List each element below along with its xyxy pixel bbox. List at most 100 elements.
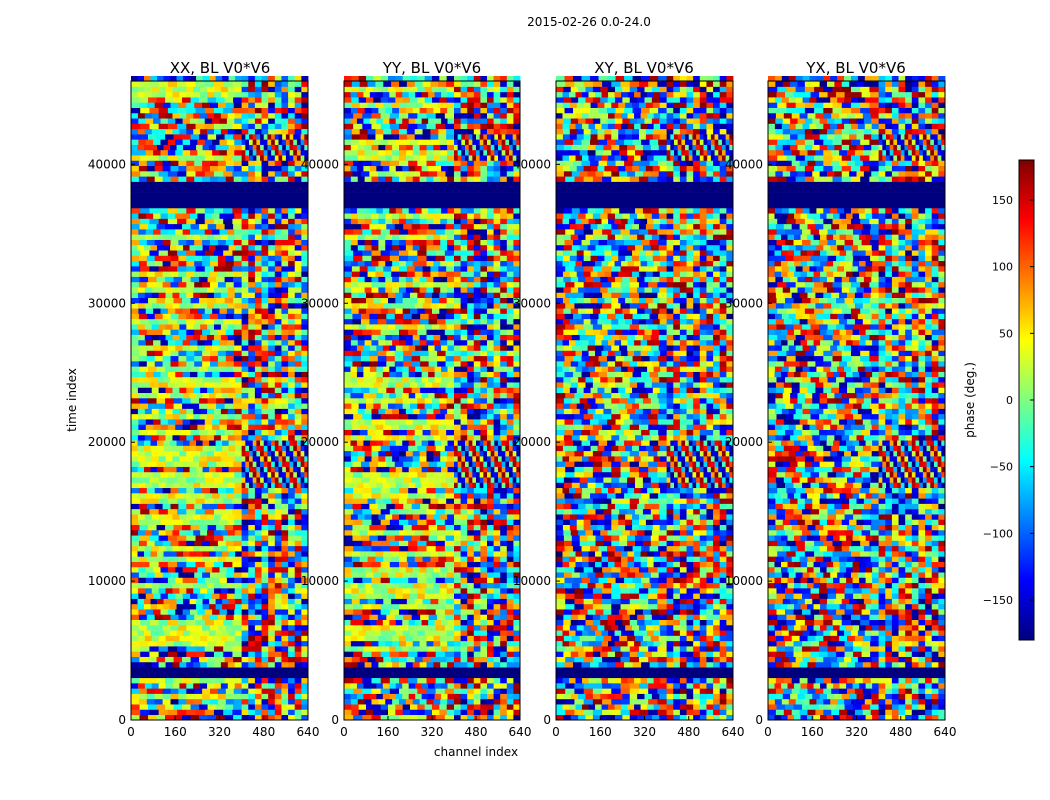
- heatmap-cell: [301, 366, 309, 372]
- heatmap-cell: [487, 487, 494, 494]
- heatmap-cell: [207, 529, 215, 536]
- heatmap-cell: [493, 683, 501, 689]
- heatmap-cell: [395, 588, 404, 594]
- heatmap-cell: [241, 477, 246, 483]
- heatmap-cell: [182, 213, 191, 219]
- heatmap-cell: [383, 302, 392, 309]
- heatmap-cell: [282, 440, 287, 446]
- heatmap-cell: [167, 471, 176, 478]
- heatmap-cell: [289, 461, 294, 467]
- heatmap-cell: [417, 445, 427, 452]
- heatmap-cell: [148, 677, 157, 684]
- heatmap-cell: [210, 329, 219, 335]
- heatmap-cell: [202, 361, 211, 367]
- heatmap-cell: [417, 540, 427, 547]
- heatmap-cell: [217, 160, 227, 167]
- heatmap-cell: [227, 683, 236, 689]
- heatmap-cell: [281, 624, 289, 631]
- heatmap-cell: [186, 651, 196, 657]
- heatmap-cell: [388, 572, 396, 578]
- heatmap-cell: [241, 91, 249, 98]
- heatmap-cell: [439, 403, 448, 409]
- heatmap-cell: [300, 456, 305, 462]
- heatmap-cell: [357, 582, 366, 589]
- heatmap-cell: [419, 287, 427, 293]
- heatmap-cell: [506, 683, 514, 689]
- heatmap-cell: [479, 461, 484, 467]
- heatmap-cell: [233, 556, 243, 562]
- heatmap-cell: [148, 640, 157, 647]
- heatmap-cell: [467, 345, 475, 351]
- heatmap-cell: [487, 640, 494, 647]
- heatmap-cell: [293, 482, 298, 489]
- heatmap-cell: [506, 693, 514, 700]
- heatmap-cell: [301, 97, 309, 103]
- heatmap-cell: [158, 250, 169, 256]
- heatmap-cell: [182, 371, 191, 378]
- heatmap-cell: [167, 424, 176, 430]
- heatmap-cell: [344, 366, 351, 372]
- heatmap-cell: [241, 244, 249, 251]
- heatmap-cell: [254, 582, 262, 589]
- heatmap-cell: [213, 477, 224, 483]
- heatmap-cell: [395, 630, 404, 636]
- heatmap-cell: [241, 97, 249, 103]
- heatmap-cell: [224, 640, 234, 647]
- heatmap-cell: [254, 218, 262, 225]
- heatmap-cell: [202, 614, 211, 621]
- heatmap-cell: [210, 160, 219, 167]
- heatmap-cell: [399, 424, 408, 430]
- heatmap-cell: [131, 197, 308, 203]
- heatmap-cell: [256, 477, 261, 483]
- heatmap-cell: [371, 445, 382, 452]
- heatmap-cell: [151, 683, 160, 689]
- heatmap-cell: [364, 434, 372, 441]
- heatmap-cell: [219, 419, 228, 425]
- heatmap-cell: [386, 535, 396, 541]
- heatmap-cell: [153, 229, 161, 235]
- heatmap-cell: [177, 561, 187, 568]
- heatmap-cell: [380, 704, 389, 710]
- heatmap-cell: [369, 693, 377, 700]
- heatmap-cell: [426, 456, 434, 462]
- heatmap-cell: [158, 514, 166, 520]
- heatmap-cell: [193, 112, 201, 119]
- heatmap-cell: [501, 456, 506, 462]
- heatmap-cell: [433, 661, 441, 668]
- heatmap-cell: [344, 704, 352, 710]
- heatmap-cell: [467, 603, 475, 610]
- heatmap-cell: [173, 524, 183, 531]
- heatmap-cell: [480, 514, 488, 520]
- heatmap-cell: [137, 598, 145, 605]
- heatmap-cell: [467, 609, 475, 615]
- heatmap-cell: [281, 223, 289, 230]
- heatmap-cell: [274, 223, 282, 230]
- heatmap-cell: [437, 313, 446, 320]
- heatmap-cell: [170, 144, 177, 151]
- heatmap-cell: [487, 477, 492, 483]
- heatmap-cell: [369, 376, 377, 383]
- heatmap-cell: [227, 334, 236, 341]
- heatmap-cell: [213, 514, 222, 520]
- heatmap-cell: [179, 387, 187, 394]
- heatmap-cell: [473, 387, 481, 394]
- heatmap-cell: [493, 339, 501, 346]
- heatmap-cell: [383, 556, 392, 562]
- heatmap-cell: [207, 482, 215, 489]
- heatmap-cell: [173, 397, 183, 404]
- heatmap-cell: [493, 345, 501, 351]
- heatmap-cell: [487, 561, 494, 568]
- heatmap-cell: [160, 213, 169, 219]
- heatmap-cell: [182, 276, 191, 283]
- heatmap-cell: [189, 630, 197, 636]
- heatmap-cell: [415, 482, 423, 489]
- heatmap-cell: [480, 619, 488, 626]
- heatmap-cell: [179, 482, 187, 489]
- heatmap-cell: [440, 281, 448, 288]
- heatmap-cell: [268, 81, 276, 87]
- heatmap-cell: [300, 445, 305, 452]
- heatmap-cell: [490, 450, 495, 457]
- heatmap-cell: [480, 646, 488, 652]
- heatmap-cell: [294, 408, 302, 415]
- heatmap-cell: [364, 281, 372, 288]
